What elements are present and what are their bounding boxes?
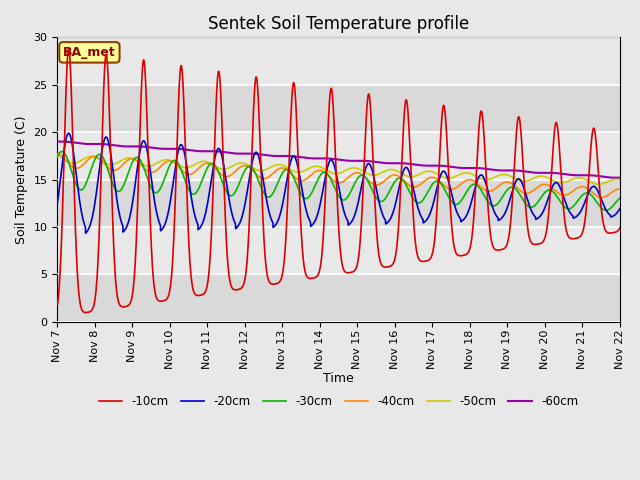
-10cm bbox=[174, 107, 182, 113]
-60cm bbox=[616, 175, 624, 180]
-40cm bbox=[563, 192, 570, 198]
-20cm bbox=[82, 230, 90, 236]
-30cm bbox=[58, 149, 66, 155]
-10cm bbox=[82, 310, 90, 316]
-40cm bbox=[54, 151, 61, 157]
Line: -10cm: -10cm bbox=[58, 48, 620, 313]
-30cm bbox=[563, 205, 570, 211]
-50cm bbox=[211, 163, 218, 168]
Line: -50cm: -50cm bbox=[58, 156, 620, 184]
-40cm bbox=[211, 165, 218, 170]
Bar bbox=[58, 85, 620, 132]
-10cm bbox=[54, 302, 61, 308]
-50cm bbox=[54, 153, 61, 159]
Line: -30cm: -30cm bbox=[58, 152, 620, 210]
-40cm bbox=[394, 173, 401, 179]
-30cm bbox=[211, 162, 218, 168]
-60cm bbox=[54, 139, 61, 144]
-50cm bbox=[563, 179, 570, 185]
-20cm bbox=[616, 205, 624, 211]
Text: BA_met: BA_met bbox=[63, 46, 116, 59]
-40cm bbox=[616, 186, 624, 192]
-60cm bbox=[404, 161, 412, 167]
Line: -40cm: -40cm bbox=[58, 154, 620, 197]
-30cm bbox=[602, 207, 610, 213]
-50cm bbox=[174, 162, 182, 168]
-60cm bbox=[58, 139, 65, 144]
-20cm bbox=[563, 203, 571, 209]
-30cm bbox=[616, 195, 624, 201]
Legend: -10cm, -20cm, -30cm, -40cm, -50cm, -60cm: -10cm, -20cm, -30cm, -40cm, -50cm, -60cm bbox=[94, 390, 583, 413]
-40cm bbox=[174, 163, 182, 169]
-50cm bbox=[404, 173, 412, 179]
-30cm bbox=[394, 176, 401, 181]
-60cm bbox=[612, 175, 620, 180]
Y-axis label: Soil Temperature (C): Soil Temperature (C) bbox=[15, 115, 28, 244]
-20cm bbox=[54, 200, 61, 205]
Line: -20cm: -20cm bbox=[58, 133, 620, 233]
-30cm bbox=[616, 195, 624, 201]
-60cm bbox=[394, 160, 401, 166]
Bar bbox=[58, 275, 620, 322]
-50cm bbox=[616, 177, 623, 183]
-20cm bbox=[174, 148, 182, 154]
-20cm bbox=[394, 191, 402, 196]
-30cm bbox=[54, 154, 61, 159]
-10cm bbox=[65, 46, 72, 51]
-20cm bbox=[211, 156, 219, 161]
-10cm bbox=[616, 225, 624, 230]
-30cm bbox=[404, 185, 412, 191]
-10cm bbox=[563, 230, 571, 236]
-50cm bbox=[595, 181, 602, 187]
-10cm bbox=[616, 225, 624, 230]
-50cm bbox=[394, 168, 401, 174]
-40cm bbox=[616, 186, 623, 192]
Title: Sentek Soil Temperature profile: Sentek Soil Temperature profile bbox=[208, 15, 469, 33]
-60cm bbox=[563, 171, 570, 177]
-60cm bbox=[174, 146, 182, 152]
X-axis label: Time: Time bbox=[323, 372, 354, 384]
-10cm bbox=[211, 136, 219, 142]
-20cm bbox=[404, 166, 412, 171]
-30cm bbox=[174, 160, 182, 166]
-40cm bbox=[404, 181, 412, 187]
-60cm bbox=[616, 175, 624, 180]
-40cm bbox=[598, 194, 605, 200]
-50cm bbox=[616, 177, 624, 183]
-20cm bbox=[65, 131, 72, 136]
Bar bbox=[58, 180, 620, 227]
-10cm bbox=[394, 232, 402, 238]
-10cm bbox=[404, 106, 412, 112]
Line: -60cm: -60cm bbox=[58, 142, 620, 178]
-60cm bbox=[211, 148, 218, 154]
-20cm bbox=[616, 205, 624, 211]
